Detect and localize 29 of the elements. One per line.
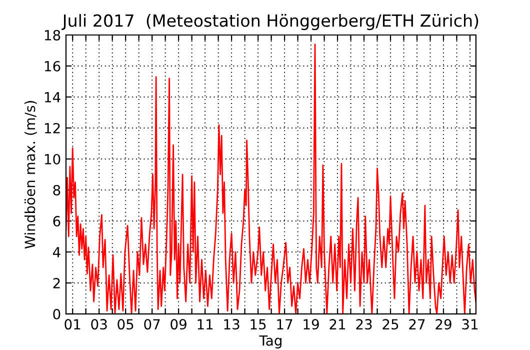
y-tick-label: 16	[44, 60, 60, 72]
y-tick-label: 10	[44, 154, 60, 164]
x-axis-title: Tag	[259, 335, 282, 348]
x-tick-label: 29	[436, 319, 452, 330]
y-tick-label: 12	[44, 122, 60, 134]
x-tick-label: 25	[382, 319, 398, 330]
x-tick-label: 21	[330, 319, 346, 330]
y-axis-title: Windböen max. (m/s)	[24, 100, 37, 249]
y-tick-label: 18	[44, 30, 60, 40]
x-tick-label: 03	[91, 319, 107, 330]
x-tick-label: 23	[356, 319, 372, 330]
y-tick-label: 8	[53, 184, 60, 196]
x-tick-label: 05	[118, 319, 134, 330]
x-tick-label: 17	[277, 319, 292, 330]
y-tick-label: 2	[53, 278, 60, 288]
x-tick-label: 07	[144, 319, 160, 330]
x-tick-label: 31	[462, 319, 478, 330]
chart-title: Juli 2017 (Meteostation Hönggerberg/ETH Zürich)	[61, 14, 478, 30]
x-tick-label: 15	[250, 319, 266, 330]
x-tick-label: 13	[224, 319, 240, 330]
x-tick-label: 27	[409, 319, 425, 330]
y-tick-label: 6	[53, 216, 60, 226]
x-tick-label: 11	[198, 319, 213, 330]
x-tick-label: 19	[304, 319, 319, 330]
y-tick-label: 4	[52, 247, 60, 258]
y-tick-label: 0	[53, 308, 60, 320]
x-tick-label: 09	[170, 319, 186, 330]
y-tick-label: 14	[44, 92, 60, 102]
x-tick-label: 01	[64, 319, 80, 330]
